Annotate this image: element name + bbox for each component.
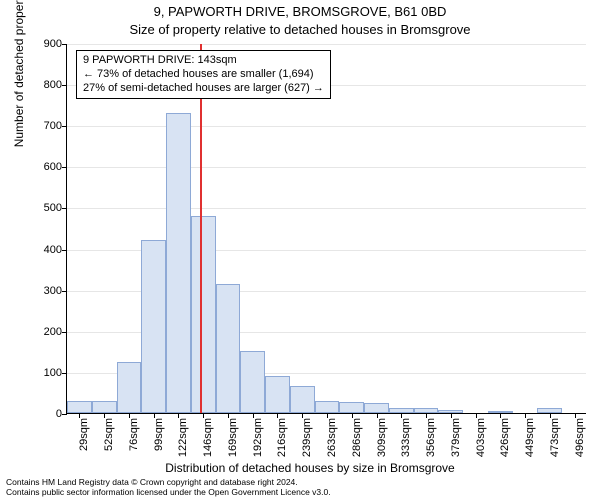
histogram-bar xyxy=(166,113,191,413)
y-tick-mark xyxy=(62,291,67,292)
y-tick-label: 300 xyxy=(32,285,62,297)
gridline xyxy=(67,167,586,168)
histogram-bar xyxy=(117,362,142,413)
histogram-bar xyxy=(216,284,241,414)
y-tick-label: 800 xyxy=(32,79,62,91)
histogram-bar xyxy=(191,216,216,413)
y-tick-label: 0 xyxy=(32,408,62,420)
histogram-bar xyxy=(339,402,364,414)
y-tick-mark xyxy=(62,414,67,415)
y-tick-mark xyxy=(62,332,67,333)
y-axis-label: Number of detached properties xyxy=(12,0,26,147)
histogram-bar xyxy=(265,376,290,413)
y-tick-mark xyxy=(62,44,67,45)
histogram-bar xyxy=(315,401,340,413)
histogram-bar xyxy=(67,401,92,413)
y-tick-label: 500 xyxy=(32,202,62,214)
y-tick-label: 900 xyxy=(32,38,62,50)
gridline xyxy=(67,126,586,127)
gridline xyxy=(67,44,586,45)
annotation-line: 9 PAPWORTH DRIVE: 143sqm xyxy=(83,54,324,68)
gridline xyxy=(67,208,586,209)
footer-line-2: Contains public sector information licen… xyxy=(6,487,331,497)
histogram-bar xyxy=(364,403,389,413)
y-tick-mark xyxy=(62,373,67,374)
annotation-line: 27% of semi-detached houses are larger (… xyxy=(83,82,324,96)
footer-attribution: Contains HM Land Registry data © Crown c… xyxy=(6,477,331,497)
annotation-line: ← 73% of detached houses are smaller (1,… xyxy=(83,68,324,82)
histogram-bar xyxy=(141,240,166,413)
reference-line xyxy=(200,44,202,413)
y-tick-mark xyxy=(62,126,67,127)
y-tick-label: 700 xyxy=(32,120,62,132)
chart-title: 9, PAPWORTH DRIVE, BROMSGROVE, B61 0BD xyxy=(0,4,600,19)
y-tick-mark xyxy=(62,85,67,86)
histogram-bar xyxy=(240,351,265,413)
histogram-bar xyxy=(290,386,315,413)
x-axis-label: Distribution of detached houses by size … xyxy=(0,461,600,475)
footer-line-1: Contains HM Land Registry data © Crown c… xyxy=(6,477,331,487)
y-tick-mark xyxy=(62,167,67,168)
y-tick-mark xyxy=(62,208,67,209)
plot-area xyxy=(66,44,586,414)
y-tick-label: 400 xyxy=(32,244,62,256)
y-tick-label: 100 xyxy=(32,367,62,379)
chart-subtitle: Size of property relative to detached ho… xyxy=(0,22,600,37)
y-tick-mark xyxy=(62,250,67,251)
y-tick-label: 200 xyxy=(32,326,62,338)
annotation-box: 9 PAPWORTH DRIVE: 143sqm← 73% of detache… xyxy=(76,50,331,99)
chart-container: 9, PAPWORTH DRIVE, BROMSGROVE, B61 0BD S… xyxy=(0,0,600,500)
histogram-bar xyxy=(92,401,117,413)
y-tick-label: 600 xyxy=(32,161,62,173)
